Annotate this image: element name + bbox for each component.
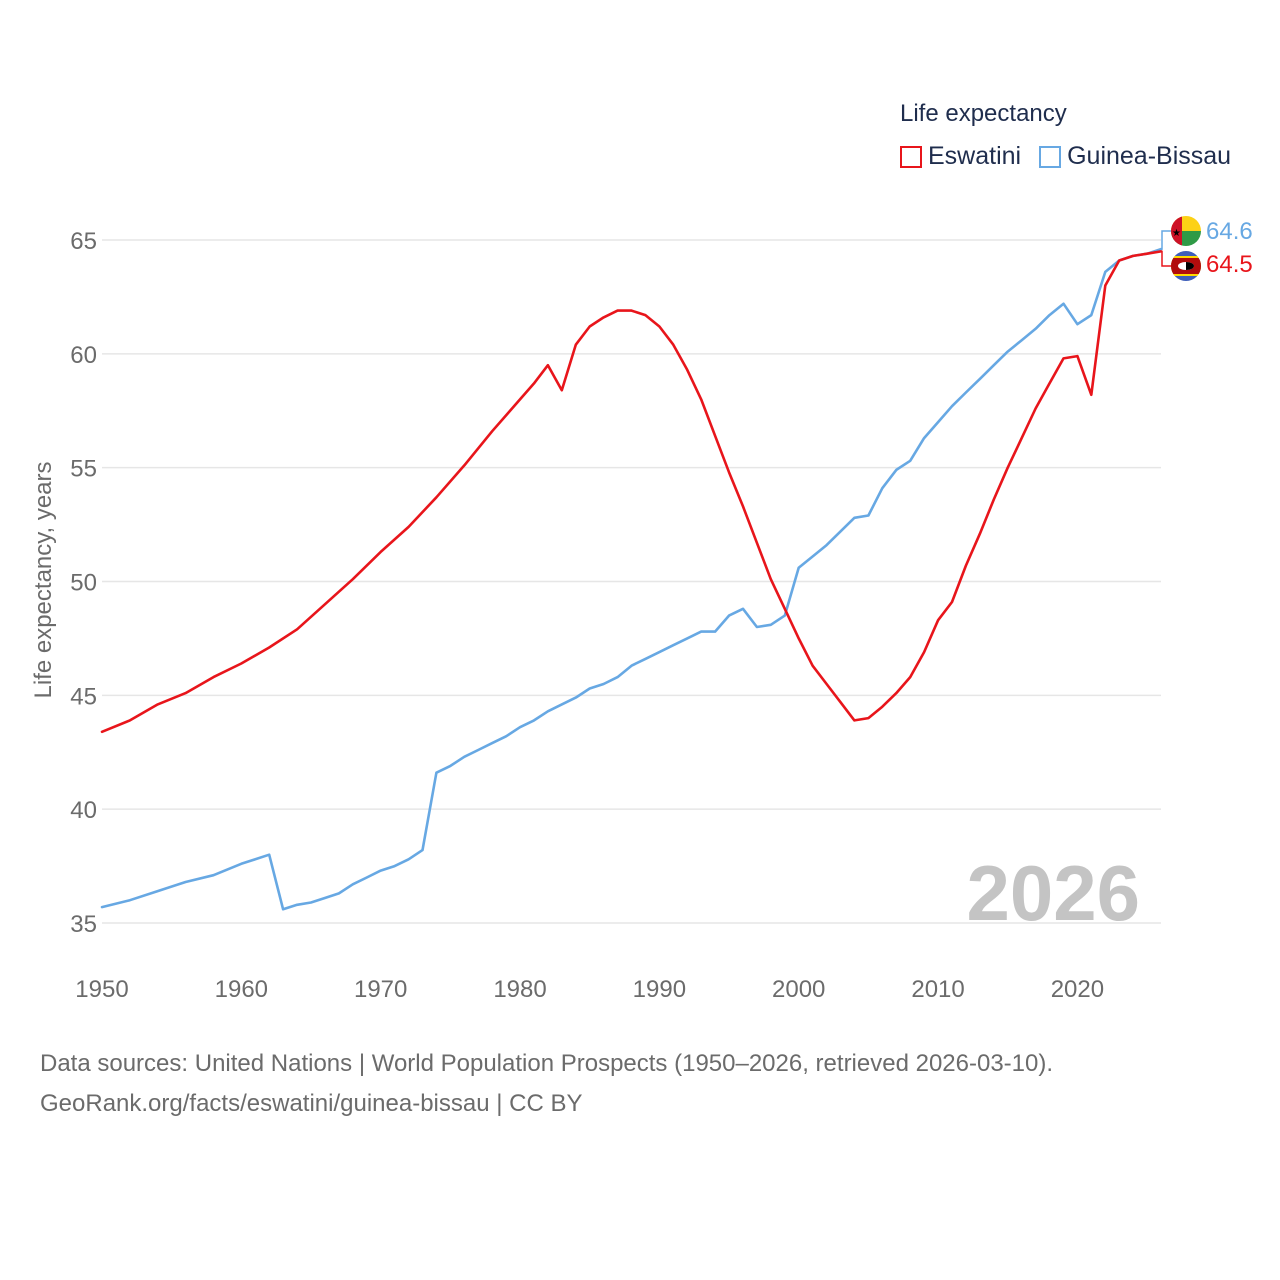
x-tick-label: 2020: [1051, 976, 1104, 1003]
guinea-bissau-flag-icon: ★: [1171, 216, 1201, 246]
eswatini-end-value: 64.5: [1206, 251, 1253, 278]
series-lines: [100, 247, 1163, 911]
eswatini-swatch: [900, 145, 922, 168]
line-chart: 35 40 45 50 55 60 65 1950 1960 1970 1980 1990 2000 2…: [30, 216, 1253, 1003]
y-tick-label: 35: [70, 911, 97, 938]
x-tick-label: 1980: [493, 976, 546, 1003]
y-axis-label: Life expectancy, years: [30, 461, 57, 698]
x-axis-ticks: 1950 1960 1970 1980 1990 2000 2010 2020: [75, 976, 1104, 1003]
legend-label-eswatini: Eswatini: [928, 142, 1022, 170]
y-tick-label: 60: [70, 342, 97, 369]
eswatini-flag-icon: [1171, 251, 1201, 281]
x-tick-label: 1990: [633, 976, 686, 1003]
end-labels: ★ 64.6 64.5: [1161, 216, 1253, 281]
legend: Eswatini Guinea-Bissau: [900, 142, 1249, 171]
legend-label-guinea-bissau: Guinea-Bissau: [1067, 142, 1232, 170]
legend-title: Life expectancy: [900, 100, 1067, 127]
x-tick-label: 1960: [215, 976, 268, 1003]
y-axis-ticks: 35 40 45 50 55 60 65: [70, 228, 97, 938]
series-line-guinea-bissau: [100, 247, 1163, 911]
legend-item-guinea-bissau[interactable]: Guinea-Bissau: [1039, 142, 1231, 171]
y-tick-label: 55: [70, 456, 97, 483]
eswatini-connector: [1161, 250, 1171, 267]
gridlines: [102, 239, 1161, 924]
x-tick-label: 2010: [911, 976, 964, 1003]
guinea-bissau-connector: [1161, 230, 1171, 250]
x-tick-label: 1970: [354, 976, 407, 1003]
series-line-eswatini: [100, 250, 1163, 734]
svg-text:★: ★: [1172, 228, 1181, 239]
footer: Data sources: United Nations | World Pop…: [40, 1044, 1053, 1124]
y-tick-label: 40: [70, 797, 97, 824]
guinea-bissau-end-value: 64.6: [1206, 218, 1253, 245]
y-tick-label: 45: [70, 683, 97, 710]
source-link[interactable]: GeoRank.org/facts/eswatini/guinea-bissau…: [40, 1090, 583, 1117]
x-tick-label: 1950: [75, 976, 128, 1003]
x-tick-label: 2000: [772, 976, 825, 1003]
y-tick-label: 50: [70, 570, 97, 597]
guinea-bissau-swatch: [1039, 145, 1062, 168]
data-source-text: Data sources: United Nations | World Pop…: [40, 1050, 1054, 1077]
y-tick-label: 65: [70, 228, 97, 255]
legend-item-eswatini[interactable]: Eswatini: [900, 142, 1021, 171]
year-watermark: 2026: [966, 849, 1140, 937]
